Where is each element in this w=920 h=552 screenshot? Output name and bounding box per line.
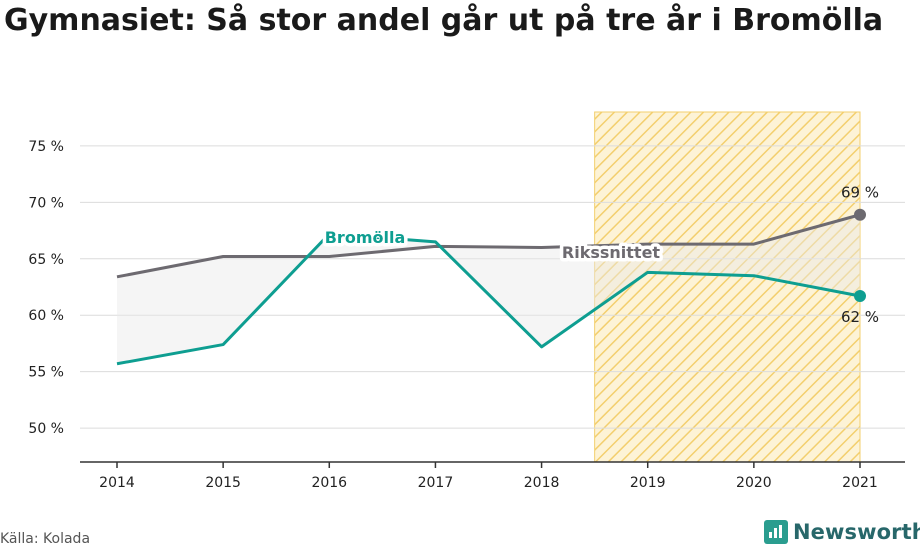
series-label-rikssnittet: Rikssnittet	[562, 243, 661, 262]
x-tick-label: 2020	[736, 475, 772, 491]
end-point-brom-lla	[854, 290, 866, 303]
newsworthy-logo-icon	[764, 520, 788, 544]
gap-area	[117, 214, 860, 364]
y-tick-label: 55 %	[28, 365, 64, 381]
x-tick-label: 2019	[630, 475, 666, 491]
x-tick-label: 2016	[311, 475, 347, 491]
x-tick-label: 2014	[99, 475, 135, 491]
end-point-rikssnittet	[854, 208, 866, 221]
newsworthy-logo: Newsworthy	[764, 520, 920, 544]
series-label-bromolla-halo: Bromölla	[325, 228, 406, 247]
y-tick-label: 60 %	[28, 308, 64, 324]
series-label-rikssnittet-halo: Rikssnittet	[562, 243, 661, 262]
brand-name: Newsworthy	[793, 520, 920, 544]
y-tick-label: 65 %	[28, 252, 64, 268]
x-tick-label: 2021	[842, 475, 878, 491]
x-tick-label: 2018	[524, 475, 560, 491]
series-line-brom-lla	[116, 232, 861, 366]
y-tick-label: 75 %	[28, 139, 64, 155]
series-label-bromolla: Bromölla	[325, 228, 406, 247]
end-label-rikssnittet: 69 %	[841, 184, 879, 202]
source-note: Källa: Kolada	[0, 531, 91, 547]
chart-title: Gymnasiet: Så stor andel går ut på tre å…	[4, 3, 884, 38]
x-tick-label: 2017	[418, 475, 454, 491]
x-tick-label: 2015	[205, 475, 241, 491]
end-label-bromolla: 62 %	[841, 308, 879, 326]
y-tick-label: 50 %	[28, 421, 64, 437]
y-tick-label: 70 %	[28, 195, 64, 211]
series-line-rikssnittet	[116, 213, 861, 279]
